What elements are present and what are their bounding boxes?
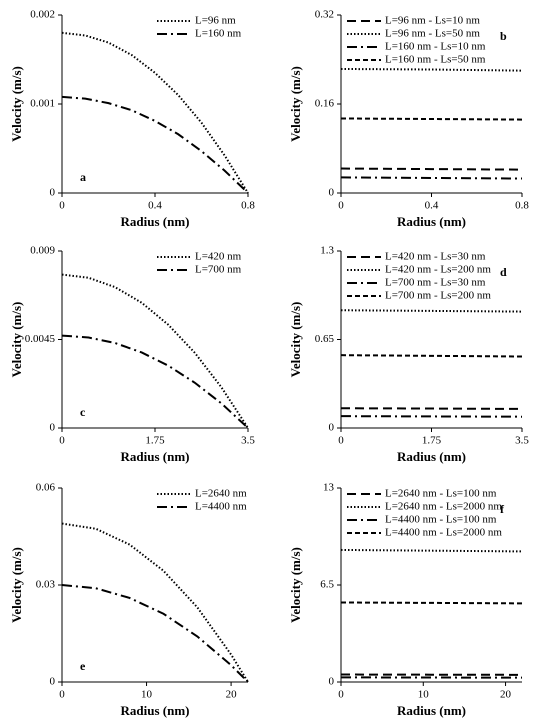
series-line xyxy=(61,273,249,429)
series-line xyxy=(340,601,523,605)
x-tick-label: 0.8 xyxy=(241,200,255,212)
series-line xyxy=(340,407,523,410)
y-tick-label: 0.06 xyxy=(36,482,56,494)
x-axis-title: Radius (nm) xyxy=(397,214,466,229)
y-tick-label: 0.32 xyxy=(315,9,334,21)
series-line xyxy=(61,334,249,429)
x-tick-label: 0 xyxy=(338,689,344,701)
x-axis-title: Radius (nm) xyxy=(121,703,190,718)
y-tick-label: 0 xyxy=(329,187,335,199)
x-tick-label: 3.5 xyxy=(241,435,255,447)
x-axis-title: Radius (nm) xyxy=(121,214,190,229)
y-tick-label: 0.16 xyxy=(315,98,335,110)
series-line xyxy=(340,117,523,121)
panel-label: f xyxy=(500,502,505,516)
x-tick-label: 0.8 xyxy=(515,200,529,212)
y-tick-label: 0 xyxy=(329,676,335,688)
x-tick-label: 10 xyxy=(141,689,153,701)
y-axis-title: Velocity (m/s) xyxy=(9,547,24,623)
legend-label: L=96 nm xyxy=(195,15,236,27)
series-line xyxy=(340,167,523,171)
x-axis-title: Radius (nm) xyxy=(397,449,466,464)
series-line xyxy=(340,548,523,553)
x-tick-label: 10 xyxy=(418,689,430,701)
series-line xyxy=(61,31,249,194)
y-tick-label: 0 xyxy=(329,422,335,434)
x-tick-label: 0 xyxy=(59,689,65,701)
panel-label: c xyxy=(80,405,86,419)
legend-label: L=4400 nm xyxy=(195,501,247,513)
y-tick-label: 13 xyxy=(323,482,335,494)
x-tick-label: 0.4 xyxy=(425,200,439,212)
y-axis-title: Velocity (m/s) xyxy=(288,66,303,142)
legend-label: L=96 nm - Ls=50 nm xyxy=(385,28,480,40)
y-tick-label: 6.5 xyxy=(320,579,334,591)
legend-label: L=700 nm - Ls=30 nm xyxy=(385,277,486,289)
panel-label: d xyxy=(500,265,507,279)
y-tick-label: 0 xyxy=(50,676,56,688)
legend-label: L=420 nm - Ls=200 nm xyxy=(385,264,491,276)
panel-label: e xyxy=(80,659,86,673)
x-axis-title: Radius (nm) xyxy=(397,703,466,718)
y-axis-title: Velocity (m/s) xyxy=(9,302,24,378)
x-axis-title: Radius (nm) xyxy=(121,449,190,464)
y-tick-label: 0.0045 xyxy=(25,333,56,345)
legend-label: L=160 nm - Ls=10 nm xyxy=(385,41,486,53)
x-tick-label: 0.4 xyxy=(148,200,162,212)
legend-label: L=420 nm - Ls=30 nm xyxy=(385,251,486,263)
y-tick-label: 0.002 xyxy=(30,9,55,21)
legend-label: L=420 nm xyxy=(195,251,242,263)
panel-label: a xyxy=(80,170,86,184)
legend-label: L=2640 nm xyxy=(195,488,247,500)
x-tick-label: 0 xyxy=(338,435,344,447)
legend-label: L=4400 nm - Ls=2000 nm xyxy=(385,527,502,539)
series-line xyxy=(61,522,249,683)
series-line xyxy=(340,67,523,72)
y-axis-title: Velocity (m/s) xyxy=(9,66,24,142)
y-axis-title: Velocity (m/s) xyxy=(288,547,303,623)
series-line xyxy=(340,354,523,358)
legend-label: L=160 nm - Ls=50 nm xyxy=(385,54,486,66)
series-line xyxy=(340,309,523,313)
x-tick-label: 0 xyxy=(338,200,344,212)
legend-label: L=2640 nm - Ls=100 nm xyxy=(385,488,497,500)
legend-label: L=160 nm xyxy=(195,28,242,40)
series-line xyxy=(340,176,523,180)
series-line xyxy=(61,584,249,683)
y-tick-label: 0 xyxy=(50,422,56,434)
y-tick-label: 0 xyxy=(50,187,56,199)
x-tick-label: 1.75 xyxy=(145,435,165,447)
series-line xyxy=(61,95,249,194)
x-tick-label: 20 xyxy=(226,689,238,701)
x-tick-label: 0 xyxy=(59,200,65,212)
panel-label: b xyxy=(500,29,507,43)
y-tick-label: 0.65 xyxy=(315,333,335,345)
x-tick-label: 3.5 xyxy=(515,435,529,447)
legend-label: L=700 nm xyxy=(195,264,242,276)
legend-label: L=96 nm - Ls=10 nm xyxy=(385,15,480,27)
series-line xyxy=(340,415,523,418)
y-tick-label: 1.3 xyxy=(320,245,334,257)
x-tick-label: 20 xyxy=(500,689,512,701)
y-tick-label: 0.009 xyxy=(30,245,55,257)
legend-label: L=2640 nm - Ls=2000 nm xyxy=(385,501,502,513)
y-tick-label: 0.001 xyxy=(30,98,55,110)
x-tick-label: 0 xyxy=(59,435,65,447)
y-tick-label: 0.03 xyxy=(36,579,56,591)
x-tick-label: 1.75 xyxy=(422,435,442,447)
legend-label: L=700 nm - Ls=200 nm xyxy=(385,290,491,302)
legend-label: L=4400 nm - Ls=100 nm xyxy=(385,514,497,526)
y-axis-title: Velocity (m/s) xyxy=(288,302,303,378)
